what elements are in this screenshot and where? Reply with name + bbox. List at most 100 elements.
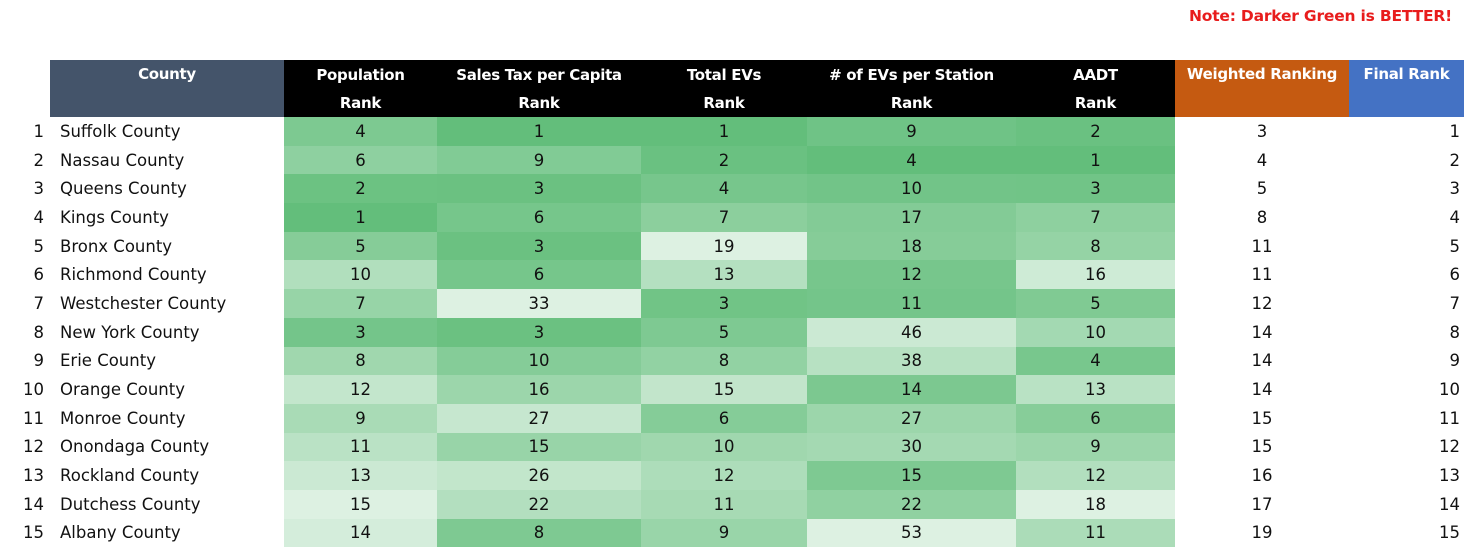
final-rank-cell[interactable]: 8 — [1449, 322, 1461, 342]
aadt-rank-cell[interactable]: 8 — [1016, 231, 1175, 261]
weighted-ranking-cell[interactable]: 15 — [1251, 408, 1273, 428]
population-rank-cell[interactable]: 9 — [284, 403, 437, 433]
sales-tax-rank-cell[interactable]: 15 — [437, 432, 641, 462]
aadt-rank-cell[interactable]: 9 — [1016, 432, 1175, 462]
aadt-rank-cell[interactable]: 2 — [1016, 117, 1175, 146]
table-row[interactable]: 13 Rockland County 13 26 12 15 12 16 13 — [18, 461, 1464, 490]
aadt-rank-cell[interactable]: 3 — [1016, 174, 1175, 204]
total-evs-rank-cell[interactable]: 8 — [641, 346, 807, 376]
sales-tax-rank-cell[interactable]: 6 — [437, 203, 641, 232]
sales-tax-rank-cell[interactable]: 3 — [437, 231, 641, 261]
weighted-ranking-cell[interactable]: 14 — [1251, 322, 1273, 342]
weighted-ranking-cell[interactable]: 11 — [1251, 236, 1273, 256]
total-evs-rank-cell[interactable]: 10 — [641, 432, 807, 462]
row-index[interactable]: 8 — [33, 322, 45, 342]
county-name[interactable]: Albany County — [60, 523, 181, 543]
aadt-rank-cell[interactable]: 12 — [1016, 461, 1175, 490]
aadt-rank-cell[interactable]: 5 — [1016, 289, 1175, 318]
population-rank-cell[interactable]: 2 — [284, 174, 437, 204]
weighted-ranking-header[interactable]: Weighted Ranking — [1175, 60, 1349, 117]
weighted-ranking-cell[interactable]: 8 — [1256, 207, 1268, 227]
population-rank-cell[interactable]: 6 — [284, 145, 437, 175]
weighted-ranking-cell[interactable]: 11 — [1251, 265, 1273, 285]
weighted-ranking-cell[interactable]: 14 — [1251, 380, 1273, 400]
final-rank-cell[interactable]: 14 — [1439, 494, 1460, 514]
evs-per-station-rank-cell[interactable]: 38 — [807, 346, 1016, 376]
county-name[interactable]: Kings County — [60, 207, 169, 227]
table-row[interactable]: 15 Albany County 14 8 9 53 11 19 15 — [18, 518, 1464, 547]
population-rank-cell[interactable]: 4 — [284, 117, 437, 146]
county-name[interactable]: Rockland County — [60, 466, 200, 486]
final-rank-cell[interactable]: 7 — [1449, 293, 1461, 313]
aadt-rank-cell[interactable]: 10 — [1016, 317, 1175, 347]
county-header[interactable]: County — [50, 60, 284, 117]
row-index[interactable]: 5 — [33, 236, 45, 256]
sales-tax-rank-cell[interactable]: 8 — [437, 518, 641, 547]
county-name[interactable]: Erie County — [60, 351, 156, 371]
population-rank-cell[interactable]: 3 — [284, 317, 437, 347]
county-name[interactable]: Monroe County — [60, 408, 186, 428]
evs-per-station-rank-cell[interactable]: 22 — [807, 489, 1016, 519]
final-rank-cell[interactable]: 4 — [1449, 207, 1461, 227]
county-name[interactable]: Richmond County — [60, 265, 207, 285]
sales-tax-rank-cell[interactable]: 10 — [437, 346, 641, 376]
aadt-rank-cell[interactable]: 16 — [1016, 260, 1175, 290]
total-evs-rank-cell[interactable]: 2 — [641, 145, 807, 175]
sales-tax-rank-cell[interactable]: 33 — [437, 289, 641, 318]
aadt-rank-cell[interactable]: 18 — [1016, 489, 1175, 519]
population-rank-cell[interactable]: 11 — [284, 432, 437, 462]
table-row[interactable]: 7 Westchester County 7 33 3 11 5 12 7 — [18, 289, 1464, 318]
total-evs-rank-cell[interactable]: 6 — [641, 403, 807, 433]
population-rank-cell[interactable]: 10 — [284, 260, 437, 290]
total-evs-rank-cell[interactable]: 12 — [641, 461, 807, 490]
evs-per-station-rank-header[interactable]: # of EVs per Station Rank — [807, 60, 1016, 117]
weighted-ranking-cell[interactable]: 14 — [1251, 351, 1273, 371]
sales-tax-rank-cell[interactable]: 16 — [437, 375, 641, 404]
row-index[interactable]: 7 — [33, 293, 45, 313]
sales-tax-rank-header[interactable]: Sales Tax per Capita Rank — [437, 60, 641, 117]
population-rank-cell[interactable]: 7 — [284, 289, 437, 318]
table-row[interactable]: 2 Nassau County 6 9 2 4 1 4 2 — [18, 145, 1464, 175]
evs-per-station-rank-cell[interactable]: 12 — [807, 260, 1016, 290]
population-rank-cell[interactable]: 13 — [284, 461, 437, 490]
population-rank-cell[interactable]: 8 — [284, 346, 437, 376]
population-rank-cell[interactable]: 15 — [284, 489, 437, 519]
final-rank-cell[interactable]: 9 — [1449, 351, 1461, 371]
row-index[interactable]: 9 — [33, 351, 45, 371]
total-evs-rank-cell[interactable]: 5 — [641, 317, 807, 347]
row-index[interactable]: 3 — [33, 179, 45, 199]
total-evs-rank-cell[interactable]: 4 — [641, 174, 807, 204]
evs-per-station-rank-cell[interactable]: 17 — [807, 203, 1016, 232]
final-rank-cell[interactable]: 13 — [1439, 466, 1460, 486]
aadt-rank-cell[interactable]: 11 — [1016, 518, 1175, 547]
population-rank-cell[interactable]: 5 — [284, 231, 437, 261]
sales-tax-rank-cell[interactable]: 6 — [437, 260, 641, 290]
evs-per-station-rank-cell[interactable]: 46 — [807, 317, 1016, 347]
row-index[interactable]: 11 — [23, 408, 44, 428]
county-name[interactable]: Orange County — [60, 380, 185, 400]
table-row[interactable]: 8 New York County 3 3 5 46 10 14 8 — [18, 317, 1464, 347]
table-row[interactable]: 14 Dutchess County 15 22 11 22 18 17 14 — [18, 489, 1464, 519]
final-rank-cell[interactable]: 3 — [1449, 179, 1461, 199]
evs-per-station-rank-cell[interactable]: 10 — [807, 174, 1016, 204]
weighted-ranking-cell[interactable]: 16 — [1251, 466, 1273, 486]
evs-per-station-rank-cell[interactable]: 14 — [807, 375, 1016, 404]
weighted-ranking-cell[interactable]: 15 — [1251, 437, 1273, 457]
evs-per-station-rank-cell[interactable]: 15 — [807, 461, 1016, 490]
weighted-ranking-cell[interactable]: 17 — [1251, 494, 1273, 514]
table-row[interactable]: 3 Queens County 2 3 4 10 3 5 3 — [18, 174, 1464, 204]
final-rank-cell[interactable]: 12 — [1439, 437, 1460, 457]
aadt-rank-cell[interactable]: 13 — [1016, 375, 1175, 404]
total-evs-rank-cell[interactable]: 1 — [641, 117, 807, 146]
final-rank-cell[interactable]: 15 — [1439, 523, 1460, 543]
aadt-rank-cell[interactable]: 6 — [1016, 403, 1175, 433]
evs-per-station-rank-cell[interactable]: 9 — [807, 117, 1016, 146]
total-evs-rank-cell[interactable]: 15 — [641, 375, 807, 404]
final-rank-header[interactable]: Final Rank — [1349, 60, 1464, 117]
sales-tax-rank-cell[interactable]: 1 — [437, 117, 641, 146]
final-rank-cell[interactable]: 5 — [1449, 236, 1461, 256]
row-index[interactable]: 2 — [33, 150, 45, 170]
row-index[interactable]: 10 — [23, 380, 44, 400]
total-evs-rank-cell[interactable]: 19 — [641, 231, 807, 261]
row-index[interactable]: 6 — [33, 265, 45, 285]
